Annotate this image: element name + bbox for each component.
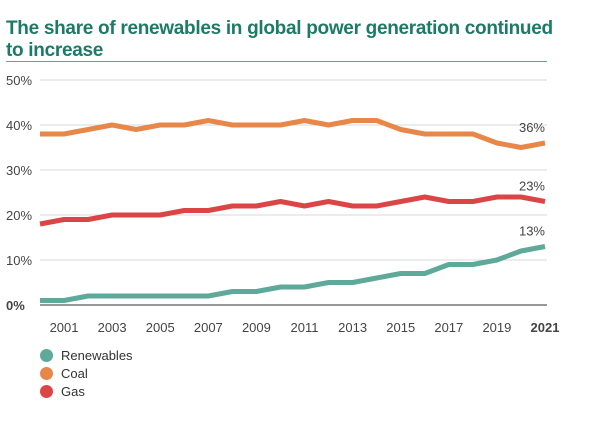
y-tick-label: 20%: [6, 208, 32, 223]
y-tick-label: 10%: [6, 253, 32, 268]
x-tick-label: 2021: [531, 320, 560, 335]
x-tick-label: 2007: [194, 320, 223, 335]
x-tick-label: 2013: [338, 320, 367, 335]
y-tick-label: 50%: [6, 73, 32, 88]
x-tick-label: 2015: [386, 320, 415, 335]
series-line-coal: [40, 118, 546, 150]
end-label-renewables: 13%: [519, 224, 545, 239]
y-tick-label: 30%: [6, 163, 32, 178]
end-label-gas: 23%: [519, 179, 545, 194]
legend-swatch-coal: [40, 366, 53, 380]
legend-swatch-renewables: [40, 348, 53, 362]
title-divider: [6, 61, 547, 62]
x-tick-label: 2009: [242, 320, 271, 335]
series-line-gas: [39, 194, 546, 227]
x-tick-label: 2011: [291, 320, 319, 335]
x-tick-label: 2001: [50, 320, 79, 335]
legend-label: Renewables: [61, 347, 133, 363]
x-tick-label: 2017: [434, 320, 463, 335]
chart-title: The share of renewables in global power …: [6, 18, 553, 61]
legend-label: Gas: [61, 383, 85, 399]
legend-label: Coal: [61, 365, 88, 381]
legend-item-gas: Gas: [40, 382, 133, 400]
x-tick-label: 2003: [98, 320, 127, 335]
y-tick-label: 0%: [6, 298, 25, 313]
legend: Renewables Coal Gas: [40, 346, 133, 400]
legend-item-renewables: Renewables: [40, 346, 133, 364]
legend-swatch-gas: [40, 384, 53, 398]
x-tick-label: 2019: [482, 320, 511, 335]
end-label-coal: 36%: [519, 120, 545, 135]
series-line-renewables: [40, 244, 546, 303]
x-tick-label: 2005: [146, 320, 175, 335]
y-tick-label: 40%: [6, 118, 32, 133]
legend-item-coal: Coal: [40, 364, 133, 382]
